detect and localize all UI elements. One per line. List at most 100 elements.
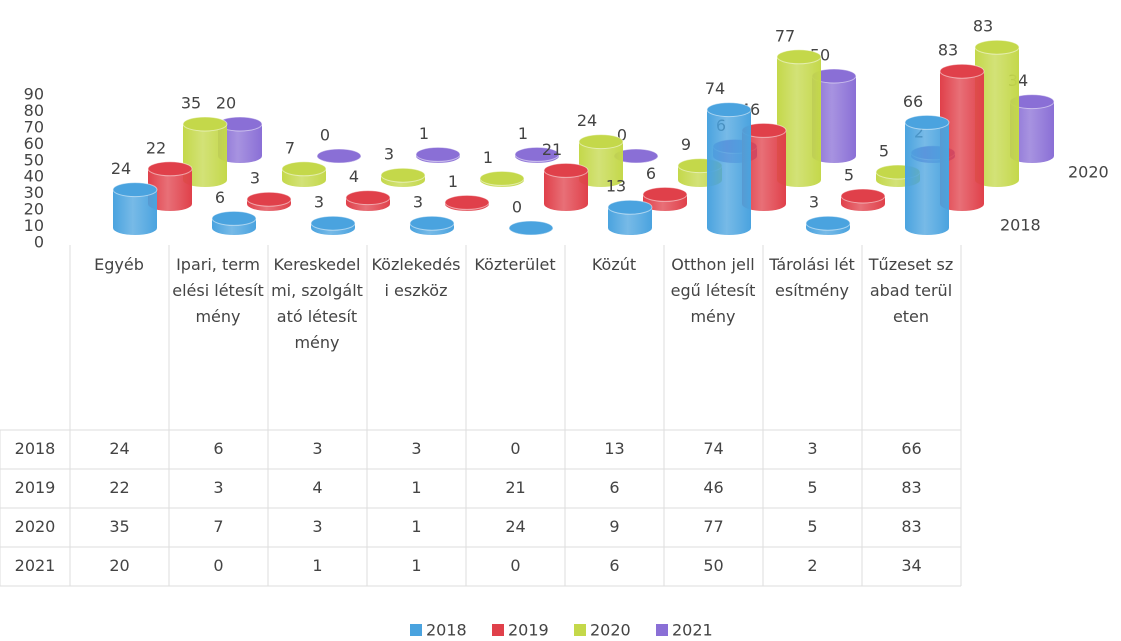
cylinder xyxy=(415,146,461,163)
y-tick-label: 80 xyxy=(24,101,44,120)
cylinder xyxy=(246,191,292,211)
cylinder-body xyxy=(940,71,984,211)
cylinder xyxy=(706,102,752,235)
legend-swatch xyxy=(656,624,668,636)
cylinder xyxy=(380,167,426,187)
value-label: 9 xyxy=(681,135,691,154)
value-label: 74 xyxy=(705,79,725,98)
value-label: 3 xyxy=(413,193,423,212)
cylinder-top xyxy=(939,63,985,79)
table-cell: 3 xyxy=(312,517,322,536)
cylinder-body xyxy=(1010,101,1054,163)
table-cell: 0 xyxy=(213,556,223,575)
cylinder-body xyxy=(218,124,262,163)
row-label: 2021 xyxy=(15,556,56,575)
cylinder-top xyxy=(514,146,560,162)
table-cell: 74 xyxy=(703,439,723,458)
value-label: 1 xyxy=(518,124,528,143)
cylinder xyxy=(514,146,560,163)
cylinder-top xyxy=(281,161,327,177)
table-cell: 66 xyxy=(901,439,921,458)
cylinder xyxy=(811,68,857,163)
cylinder xyxy=(904,114,950,235)
cylinder xyxy=(613,148,659,164)
cylinder xyxy=(508,220,554,236)
y-tick-label: 20 xyxy=(24,200,44,219)
table-cell: 1 xyxy=(411,517,421,536)
cylinder-top xyxy=(380,167,426,183)
cylinder-top xyxy=(607,199,653,215)
y-tick-label: 10 xyxy=(24,216,44,235)
value-label: 3 xyxy=(384,145,394,164)
legend-label: 2020 xyxy=(590,621,631,640)
cylinder-top xyxy=(246,191,292,207)
cylinder-top xyxy=(415,146,461,162)
cylinder-body xyxy=(742,130,786,211)
category-label: Otthon jellegű létesítmény xyxy=(670,255,756,326)
cylinder xyxy=(1009,94,1055,163)
value-label: 1 xyxy=(448,172,458,191)
table-cell: 50 xyxy=(703,556,723,575)
value-label: 0 xyxy=(320,126,330,145)
row-label: 2018 xyxy=(15,439,56,458)
cylinder xyxy=(217,116,263,163)
cylinder xyxy=(543,162,589,211)
cylinder xyxy=(776,49,822,187)
table-cell: 0 xyxy=(510,556,520,575)
table-cell: 3 xyxy=(411,439,421,458)
table-cell: 5 xyxy=(807,478,817,497)
table-cell: 34 xyxy=(901,556,921,575)
cylinder-body xyxy=(707,109,751,235)
cylinder-body xyxy=(148,168,192,211)
cylinder xyxy=(316,148,362,164)
value-label: 77 xyxy=(775,26,795,45)
value-label: 24 xyxy=(111,159,131,178)
table-cell: 4 xyxy=(312,478,322,497)
table-cell: 0 xyxy=(510,439,520,458)
y-tick-label: 90 xyxy=(24,85,44,104)
cylinder-top xyxy=(316,148,362,164)
cylinder xyxy=(211,210,257,235)
table-cell: 2 xyxy=(807,556,817,575)
cylinder-body xyxy=(183,124,227,187)
table-cell: 1 xyxy=(312,556,322,575)
category-label: Tárolási létesítmény xyxy=(769,255,855,300)
value-label: 83 xyxy=(938,41,958,60)
table-cell: 1 xyxy=(411,478,421,497)
row-label: 2019 xyxy=(15,478,56,497)
cylinder xyxy=(310,215,356,235)
table-cell: 21 xyxy=(505,478,525,497)
table-cell: 3 xyxy=(213,478,223,497)
cylinder-top xyxy=(706,102,752,118)
cylinder-top xyxy=(211,210,257,226)
table-cell: 5 xyxy=(807,517,817,536)
value-label: 5 xyxy=(879,142,889,161)
cylinder-top xyxy=(479,170,525,186)
value-label: 22 xyxy=(146,138,166,157)
category-label: Közlekedési eszköz xyxy=(371,255,461,300)
cylinder-top xyxy=(345,190,391,206)
cylinder xyxy=(147,161,193,211)
legend-label: 2019 xyxy=(508,621,549,640)
value-label: 3 xyxy=(250,169,260,188)
table-cell: 9 xyxy=(609,517,619,536)
cylinder-top xyxy=(642,186,688,202)
legend-label: 2021 xyxy=(672,621,713,640)
legend-swatch xyxy=(492,624,504,636)
cylinder-top xyxy=(840,188,886,204)
cylinder-top xyxy=(974,39,1020,55)
cylinder-top xyxy=(112,182,158,198)
cylinder-top xyxy=(776,49,822,65)
table-cell: 46 xyxy=(703,478,723,497)
row-label: 2020 xyxy=(15,517,56,536)
value-label: 20 xyxy=(216,94,236,113)
cylinder-top xyxy=(508,220,554,236)
y-tick-label: 30 xyxy=(24,183,44,202)
cylinder-top xyxy=(409,215,455,231)
table-cell: 83 xyxy=(901,478,921,497)
cylinder-top xyxy=(805,215,851,231)
legend-swatch xyxy=(574,624,586,636)
cylinder xyxy=(479,170,525,187)
